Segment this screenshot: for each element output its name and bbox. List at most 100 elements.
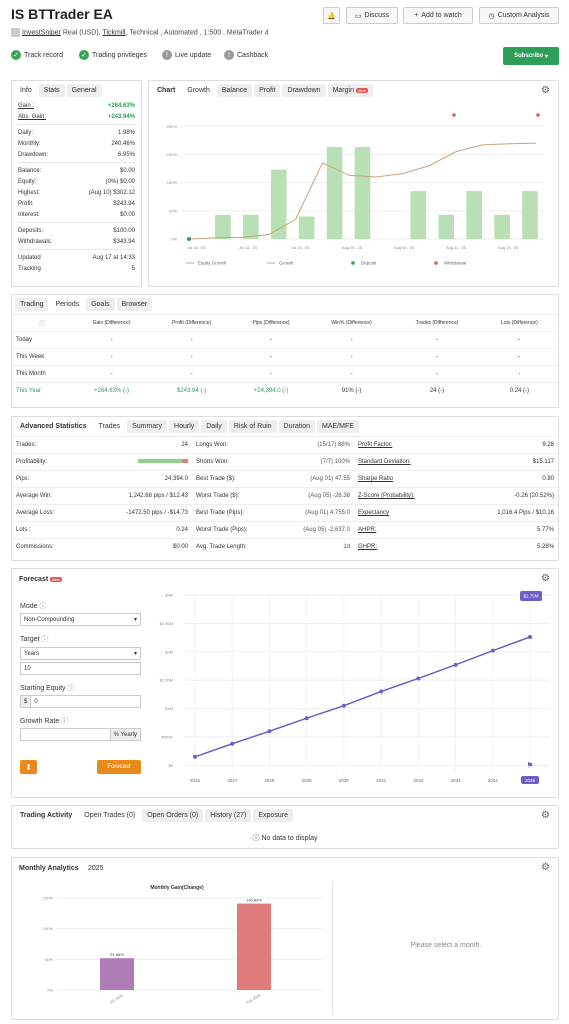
badge-cashback[interactable]: ! Cashback <box>224 50 268 60</box>
table-row: Commissions: $0.00 Avg. Trade Length: 1d GHP… <box>12 538 558 556</box>
month-bar[interactable] <box>100 958 134 990</box>
add-watch-button[interactable]: + Add to watch <box>403 7 473 24</box>
badge-track-record[interactable]: ✓ Track record <box>11 50 63 60</box>
settings-icon[interactable]: ⚙ <box>541 85 550 96</box>
info-row: Profit: $243.94 <box>12 198 141 209</box>
stat-value: $0.00 <box>102 538 192 556</box>
discuss-label: Discuss <box>364 12 390 19</box>
monthly-chart: Monthly Gain(Change) 0% 50% 100% 150% 51.86% J… <box>43 885 322 1005</box>
info-icon: ⓘ <box>67 685 75 692</box>
tab-growth[interactable]: Growth <box>182 84 215 97</box>
tab-trading[interactable]: Trading <box>15 298 49 311</box>
tab-activity-0[interactable]: Trading Activity <box>15 809 78 822</box>
tab-periods[interactable]: Periods <box>50 298 85 311</box>
info-row: Updated Aug 17 at 14:33 <box>12 252 141 263</box>
stat-label: Profitability: <box>12 453 102 471</box>
x-tick-label: Aug 06, '25 <box>394 245 415 250</box>
notification-button[interactable]: 🔔 <box>323 7 340 24</box>
mode-label: Mode ⓘ <box>20 603 47 610</box>
info-row-value: (Aug 10) $302.12 <box>88 189 135 196</box>
tab-risk-of-ruin[interactable]: Risk of Ruin <box>228 420 277 433</box>
stat-label: Worst Trade (Pips): <box>192 521 272 539</box>
chevron-down-icon: ▾ <box>133 651 137 657</box>
stat-value: (7/7) 100% <box>272 453 354 471</box>
stat-label: AHPR: <box>354 521 456 539</box>
table-cell: - <box>232 365 310 383</box>
info-row-value: 240.46% <box>111 140 135 147</box>
tab-summary[interactable]: Summary <box>127 420 168 433</box>
table-cell: - <box>480 331 558 349</box>
settings-icon[interactable]: ⚙ <box>541 810 550 821</box>
growth-chart: 0% 50% 100% 150% 200% Jul 18, '25 Jul 18, '25 J… <box>167 113 544 266</box>
tab-general[interactable]: General <box>66 84 102 97</box>
info-icon: ! <box>162 50 172 60</box>
download-button[interactable]: ⬇ <box>20 760 37 774</box>
tab-info[interactable]: Info <box>15 84 37 97</box>
x-tick-label: 2026 <box>190 778 201 783</box>
stat-value: 1,242.68 pips / $12.43 <box>102 487 192 505</box>
tab-profit[interactable]: Profit <box>254 84 281 97</box>
info-row-label: Drawdown: <box>18 151 49 158</box>
growth-label: Growth Rate ⓘ <box>20 718 69 725</box>
periods-panel: Trading Periods Goals Browser ⓘ Gain (Dif… <box>11 294 559 408</box>
stat-label: Lots : <box>12 521 102 539</box>
tab-activity-1[interactable]: Open Trades (0) <box>79 809 141 822</box>
tab-stats[interactable]: Stats <box>38 84 65 97</box>
forecast-button[interactable]: Forecast <box>97 760 141 774</box>
abs-gain-row: Abs. Gain: +243.94% <box>12 111 141 122</box>
legend-label: Equity Growth <box>198 261 227 266</box>
broker-link[interactable]: Tickmill <box>102 29 126 37</box>
badge-live-update[interactable]: ! Live update <box>162 50 211 60</box>
target-unit-select[interactable]: Years ▾ <box>20 647 141 660</box>
column-header: Trades (Difference) <box>393 314 481 332</box>
growth-input[interactable]: % Yearly <box>20 728 141 741</box>
info-row-value: $0.00 <box>119 167 135 174</box>
advanced-panel: Advanced Statistics Trades Summary Hourly Da… <box>11 416 559 561</box>
gain-label: Gain : <box>18 102 35 109</box>
tab-drawdown[interactable]: Drawdown <box>282 84 326 97</box>
tab-duration[interactable]: Duration <box>278 420 316 433</box>
x-tick-label: 2028 <box>264 778 275 783</box>
stat-label: Best Trade (Pips): <box>192 504 272 522</box>
stat-value: (Aug 01) 4,755.0 <box>272 504 354 522</box>
withdrawal-marker <box>536 113 540 117</box>
tab-activity-4[interactable]: Exposure <box>253 809 293 822</box>
month-bar[interactable] <box>237 903 271 990</box>
table-cell: +264.63% (-) <box>72 382 152 400</box>
tab-hourly[interactable]: Hourly <box>169 420 200 433</box>
tab-goals[interactable]: Goals <box>86 298 115 311</box>
info-row-value: $100.00 <box>113 227 135 234</box>
tab-mae-mfe[interactable]: MAE/MFE <box>317 420 359 433</box>
tab-browser[interactable]: Browser <box>116 298 153 311</box>
settings-icon[interactable]: ⚙ <box>541 573 550 584</box>
subscribe-button[interactable]: Subscribe ▾ <box>503 47 559 65</box>
equity-input[interactable]: $0 <box>20 695 141 708</box>
monthly-year[interactable]: 2025 <box>88 865 104 872</box>
mode-select[interactable]: Non-Compounding ▾ <box>20 613 141 626</box>
legend-label: Withdrawal <box>444 261 466 266</box>
tab-balance[interactable]: Balance <box>216 84 253 97</box>
target-input[interactable]: 10 <box>20 662 141 675</box>
tab-advanced-statistics[interactable]: Advanced Statistics <box>15 420 92 433</box>
stat-value: (Aug 05) -2,637.0 <box>272 521 354 539</box>
badge-trading-privileges[interactable]: ✓ Trading privileges <box>79 50 147 60</box>
info-row: Balance: $0.00 <box>12 165 141 176</box>
tab-activity-2[interactable]: Open Orders (0) <box>142 809 204 822</box>
table-cell: - <box>393 365 481 383</box>
author-link[interactable]: InvestSniper <box>22 29 61 37</box>
settings-icon[interactable]: ⚙ <box>541 862 550 873</box>
info-rows-1: Daily: 1.98% Monthly: 240.46% Drawdown: 6.95% <box>12 127 141 160</box>
table-cell: - <box>151 348 233 366</box>
discuss-button[interactable]: ▭ Discuss <box>346 7 398 24</box>
custom-analysis-button[interactable]: ◷ Custom Analysis <box>479 7 559 24</box>
tab-margin[interactable]: Margin New <box>327 84 373 97</box>
stat-label: Trades: <box>12 436 102 454</box>
tab-trades[interactable]: Trades <box>93 420 126 433</box>
tab-activity-3[interactable]: History (27) <box>205 809 252 822</box>
y-tick-label: $1M <box>165 706 173 711</box>
x-tick-label: Jul 23, '25 <box>291 245 310 250</box>
table-cell: - <box>232 348 310 366</box>
tab-daily[interactable]: Daily <box>201 420 227 433</box>
info-row-label: Withdrawals: <box>18 238 53 245</box>
tab-chart[interactable]: Chart <box>152 84 181 97</box>
